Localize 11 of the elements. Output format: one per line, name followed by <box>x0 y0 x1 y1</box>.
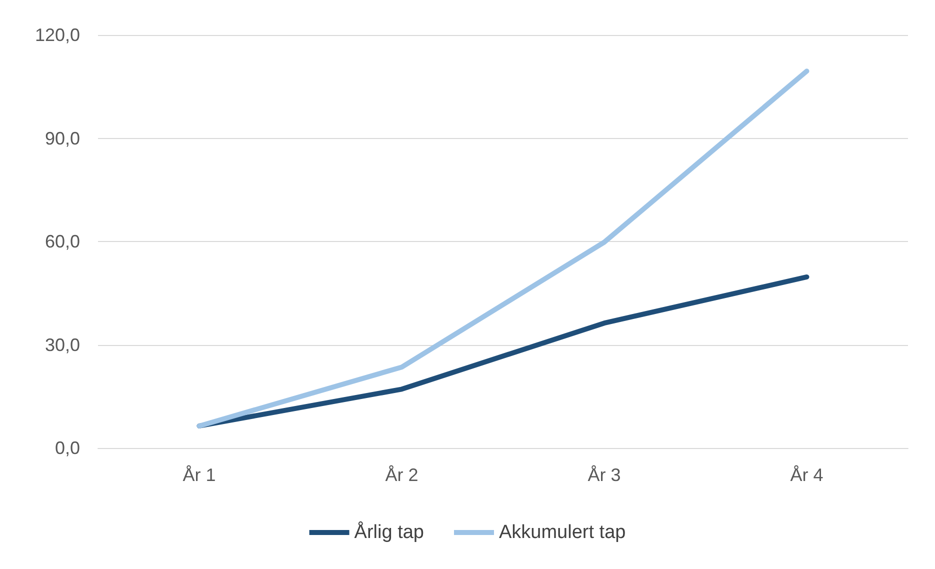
x-tick-label: År 1 <box>182 465 216 485</box>
x-tick-label: År 2 <box>385 465 418 485</box>
x-tick-label: År 4 <box>790 465 824 485</box>
y-tick-label: 60,0 <box>44 232 80 252</box>
y-tick-label: 120,0 <box>34 25 80 45</box>
legend-label: Årlig tap <box>354 521 424 543</box>
legend-label: Akkumulert tap <box>498 522 626 543</box>
y-tick-label: 90,0 <box>44 128 80 148</box>
y-tick-label: 0,0 <box>54 438 80 458</box>
x-tick-label: År 3 <box>588 465 621 485</box>
y-tick-label: 30,0 <box>44 334 80 355</box>
